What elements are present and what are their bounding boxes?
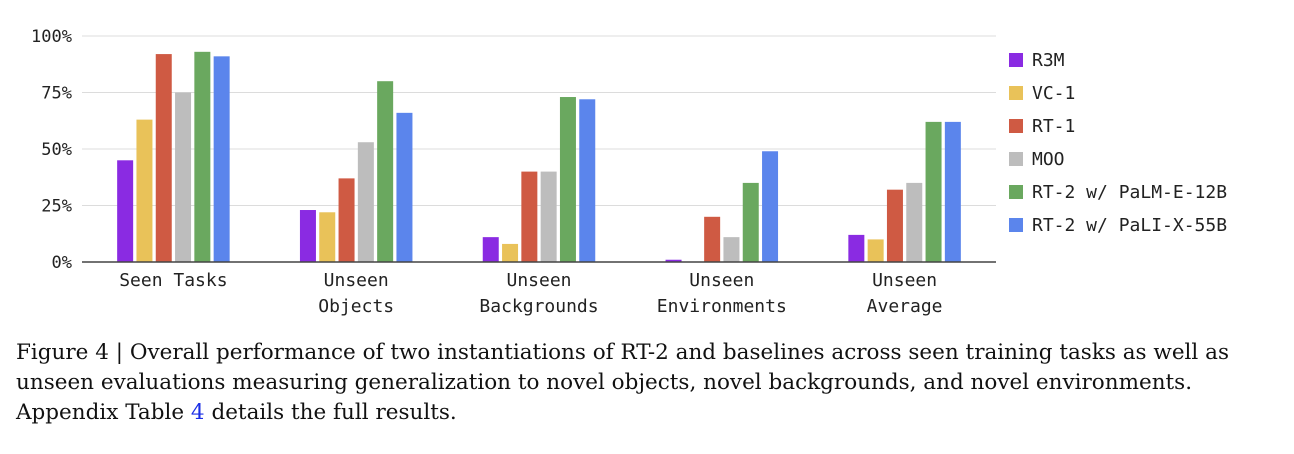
- bar: [848, 234, 865, 262]
- legend-swatch: [1009, 185, 1023, 199]
- bar: [502, 243, 519, 262]
- bar: [704, 216, 721, 262]
- y-tick-label: 0%: [52, 253, 72, 273]
- gridlines: [82, 35, 996, 206]
- bar: [886, 189, 903, 262]
- bar: [396, 112, 413, 262]
- y-tick-label: 25%: [41, 197, 72, 217]
- x-tick-label: Unseen Objects: [318, 270, 394, 317]
- x-axis-ticks: Seen Tasks Unseen Objects Unseen Backgrounds…: [119, 270, 942, 317]
- legend-swatch: [1009, 119, 1023, 133]
- bar: [175, 92, 192, 262]
- y-tick-label: 50%: [41, 140, 72, 160]
- bar: [319, 212, 336, 262]
- legend-label: MOO: [1032, 149, 1065, 170]
- bar: [559, 97, 576, 263]
- bar: [906, 182, 923, 262]
- bar: [338, 178, 355, 262]
- legend-label: RT-1: [1032, 116, 1075, 137]
- x-tick-label: Unseen Environments: [657, 270, 787, 317]
- legend: R3M VC-1 RT-1 MOO RT-2 w/ PaLM-E-12B RT-2 w/ …: [1009, 50, 1227, 236]
- bar: [482, 237, 499, 262]
- x-tick-label: Unseen Average: [867, 270, 943, 317]
- legend-label: RT-2 w/ PaLM-E-12B: [1032, 182, 1227, 203]
- y-tick-label: 75%: [41, 84, 72, 104]
- bar: [299, 210, 316, 262]
- bar: [925, 121, 942, 262]
- bar: [521, 171, 538, 262]
- figure-caption: Figure 4 | Overall performance of two in…: [16, 338, 1284, 428]
- bar: [213, 56, 230, 263]
- legend-swatch: [1009, 218, 1023, 232]
- bar: [155, 54, 172, 262]
- y-tick-label: 100%: [31, 27, 72, 47]
- legend-label: R3M: [1032, 50, 1065, 71]
- y-axis-ticks: 0% 25% 50% 75% 100%: [31, 27, 72, 273]
- bar: [377, 81, 394, 262]
- caption-text: Figure 4 | Overall performance of two in…: [16, 340, 1229, 425]
- bar: [723, 237, 740, 262]
- bar: [194, 51, 211, 262]
- bar: [665, 259, 682, 262]
- legend-label: VC-1: [1032, 83, 1075, 104]
- table-reference-link[interactable]: 4: [190, 400, 205, 425]
- bar: [136, 119, 153, 263]
- bar: [357, 142, 374, 262]
- caption-text-end: details the full results.: [204, 400, 457, 425]
- bar: [867, 239, 884, 262]
- legend-swatch: [1009, 152, 1023, 166]
- legend-swatch: [1009, 86, 1023, 100]
- legend-swatch: [1009, 53, 1023, 67]
- legend-label: RT-2 w/ PaLI-X-55B: [1032, 215, 1227, 236]
- bar: [117, 160, 134, 262]
- bars: [117, 51, 961, 263]
- x-tick-label: Seen Tasks: [119, 270, 227, 291]
- bar: [579, 99, 596, 262]
- bar: [944, 121, 961, 262]
- bar: [540, 171, 557, 262]
- bar: [742, 182, 759, 262]
- bar-chart: 0% 25% 50% 75% 100% Seen Tasks Unseen Objects U…: [31, 27, 1227, 317]
- bar: [762, 151, 779, 262]
- x-tick-label: Unseen Backgrounds: [479, 270, 598, 317]
